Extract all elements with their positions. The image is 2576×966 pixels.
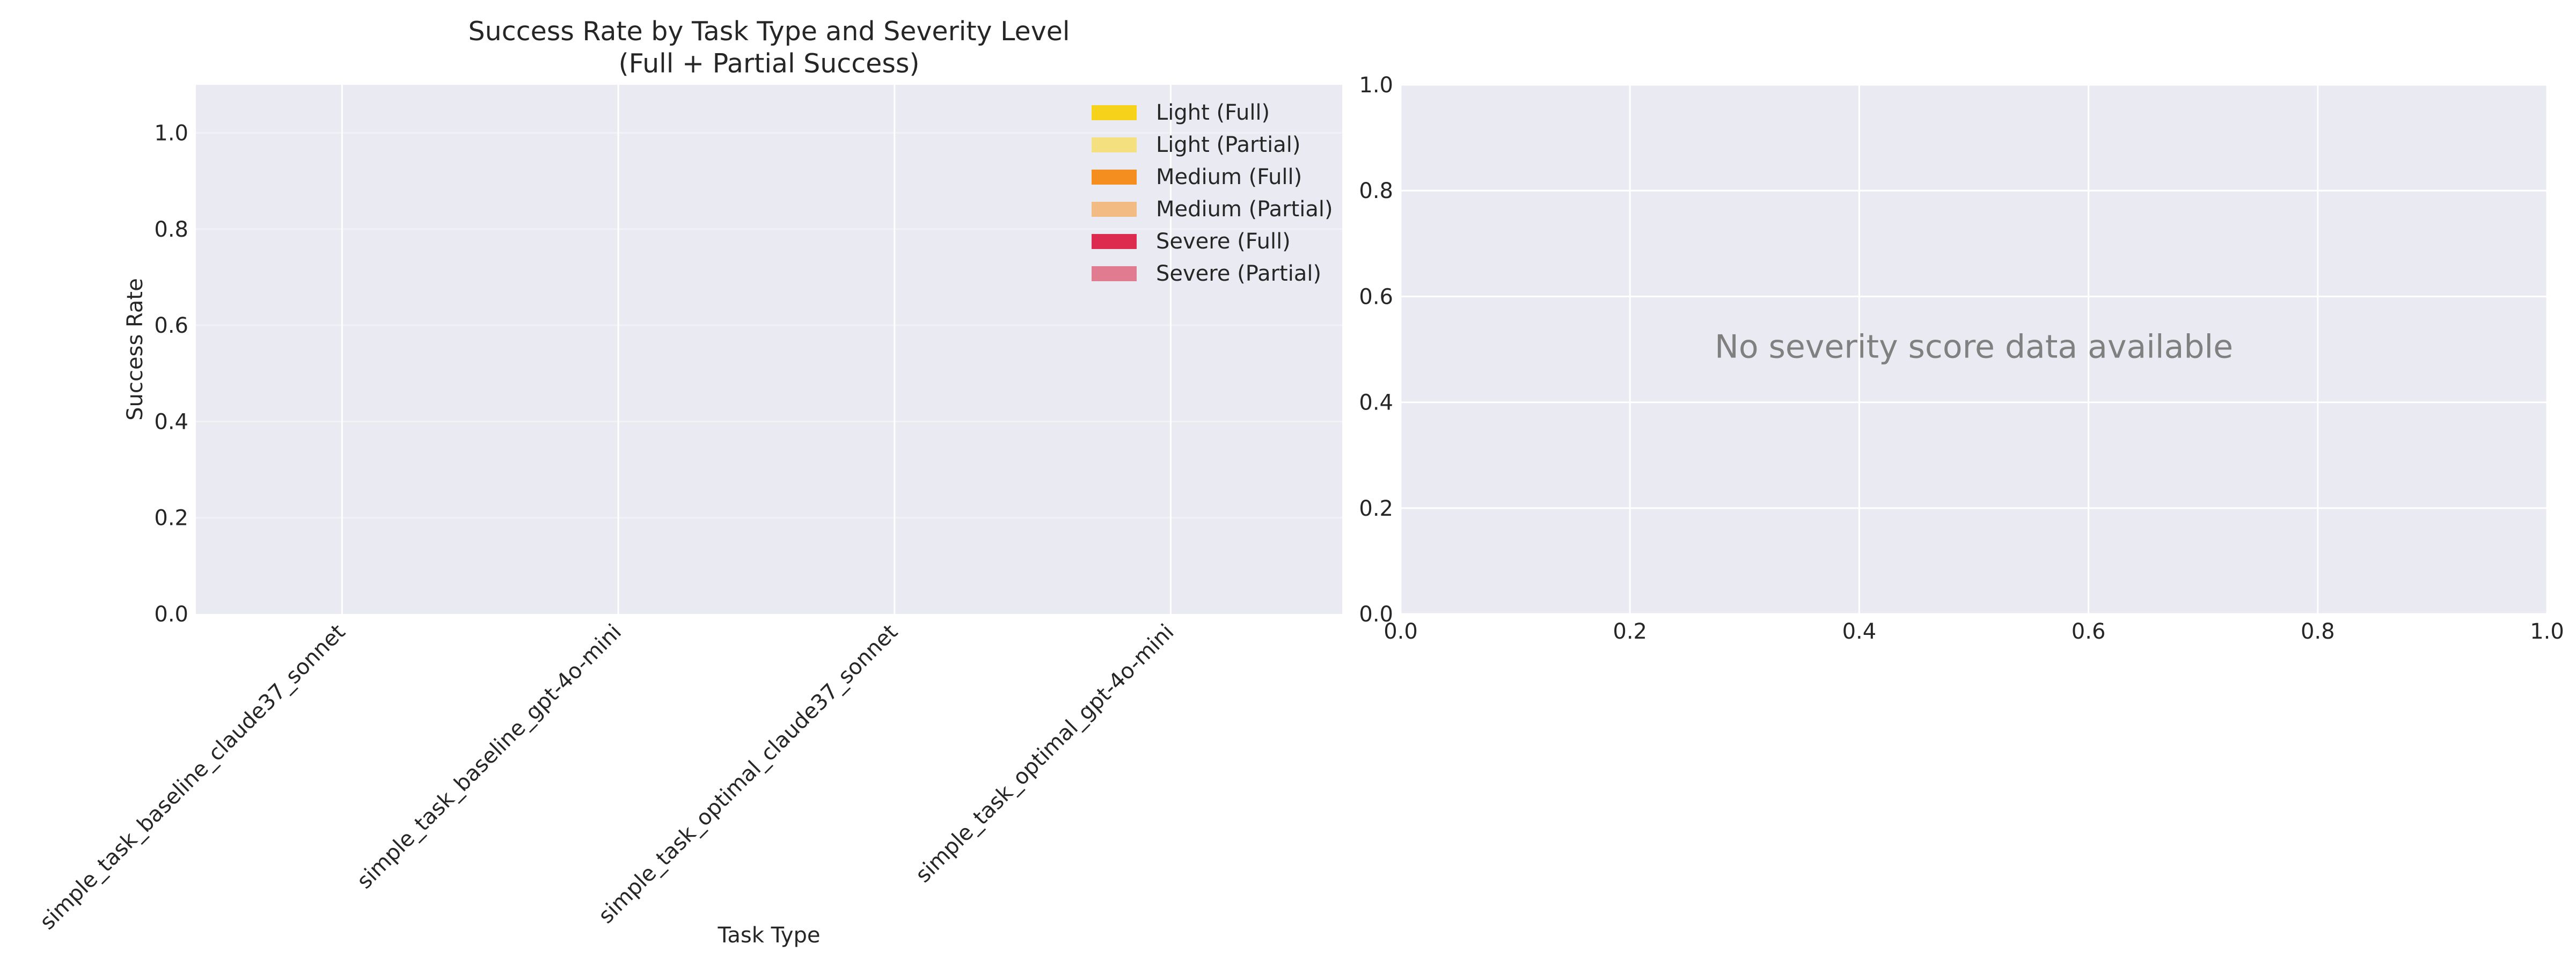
chart1-subtitle: (Full + Partial Success) — [618, 48, 919, 79]
chart2-y-tick-label: 0.0 — [1359, 602, 1393, 627]
chart2-plot-area — [1401, 85, 2547, 614]
chart2-x-tick-label: 0.2 — [1613, 619, 1647, 644]
chart1-legend-label: Light (Full) — [1156, 100, 1270, 125]
chart2-x-gridlines — [1400, 85, 2548, 614]
chart1-x-tick-labels: simple_task_baseline_claude37_sonnet simp… — [35, 620, 1179, 935]
chart1-legend-swatch — [1092, 170, 1137, 185]
chart1-x-tick-label: simple_task_baseline_gpt-4o-mini — [352, 620, 626, 894]
chart1-legend-label: Severe (Full) — [1156, 229, 1291, 254]
chart2-x-tick-label: 1.0 — [2530, 619, 2564, 644]
chart2-y-tick-label: 1.0 — [1359, 73, 1393, 98]
chart1-y-tick-label: 0.6 — [154, 313, 188, 338]
chart2-no-data-message: No severity score data available — [1715, 328, 2233, 366]
chart2-y-tick-label: 0.8 — [1359, 179, 1393, 203]
chart2-x-tick-label: 0.0 — [1384, 619, 1418, 644]
chart1-y-tick-label: 1.0 — [154, 121, 188, 146]
chart1-x-gridlines — [341, 85, 1172, 614]
chart1-y-axis-label: Success Rate — [123, 278, 148, 420]
chart2-x-tick-label: 0.8 — [2301, 619, 2335, 644]
chart1-y-tick-label: 0.4 — [154, 409, 188, 434]
chart2-x-tick-labels: 0.0 0.2 0.4 0.6 0.8 1.0 — [1384, 619, 2564, 644]
chart1-x-tick-label: simple_task_baseline_claude37_sonnet — [35, 620, 350, 935]
chart1-legend-swatch — [1092, 105, 1137, 120]
chart1-x-tick-label: simple_task_optimal_gpt-4o-mini — [911, 620, 1179, 888]
chart2-x-tick-label: 0.6 — [2072, 619, 2106, 644]
chart1-y-tick-labels: 0.0 0.2 0.4 0.6 0.8 1.0 — [154, 121, 188, 627]
chart1-legend-swatch — [1092, 234, 1137, 249]
severity-score-chart: 0.0 0.2 0.4 0.6 0.8 1.0 0.0 0.2 0.4 0.6 0.8 1.0 No… — [1359, 73, 2564, 644]
chart1-x-tick-label: simple_task_optimal_claude37_sonnet — [594, 620, 902, 928]
chart1-legend-swatch — [1092, 266, 1137, 281]
chart1-x-axis-label: Task Type — [718, 923, 821, 948]
chart2-y-tick-label: 0.4 — [1359, 391, 1393, 415]
chart1-y-gridlines — [196, 132, 1342, 519]
chart1-legend-swatch — [1092, 137, 1137, 152]
chart1-legend-swatch — [1092, 202, 1137, 217]
chart2-y-gridlines — [1401, 84, 2547, 615]
chart2-y-tick-labels: 0.0 0.2 0.4 0.6 0.8 1.0 — [1359, 73, 1393, 627]
chart1-legend-label: Medium (Partial) — [1156, 197, 1333, 222]
chart2-y-tick-label: 0.6 — [1359, 284, 1393, 309]
chart1-y-tick-label: 0.0 — [154, 602, 188, 627]
success-rate-chart: 0.0 0.2 0.4 0.6 0.8 1.0 simple_task_baseline_… — [35, 16, 1342, 948]
chart1-legend-label: Light (Partial) — [1156, 133, 1300, 157]
chart1-y-tick-label: 0.2 — [154, 506, 188, 531]
chart1-legend: Light (Full) Light (Partial) Medium (Full)… — [1092, 100, 1333, 286]
chart1-plot-area — [196, 85, 1342, 614]
chart1-legend-label: Severe (Partial) — [1156, 261, 1321, 286]
chart1-y-tick-label: 0.8 — [154, 217, 188, 242]
chart1-legend-label: Medium (Full) — [1156, 165, 1302, 189]
chart1-title: Success Rate by Task Type and Severity L… — [469, 16, 1070, 47]
chart2-x-tick-label: 0.4 — [1842, 619, 1877, 644]
chart2-y-tick-label: 0.2 — [1359, 496, 1393, 521]
